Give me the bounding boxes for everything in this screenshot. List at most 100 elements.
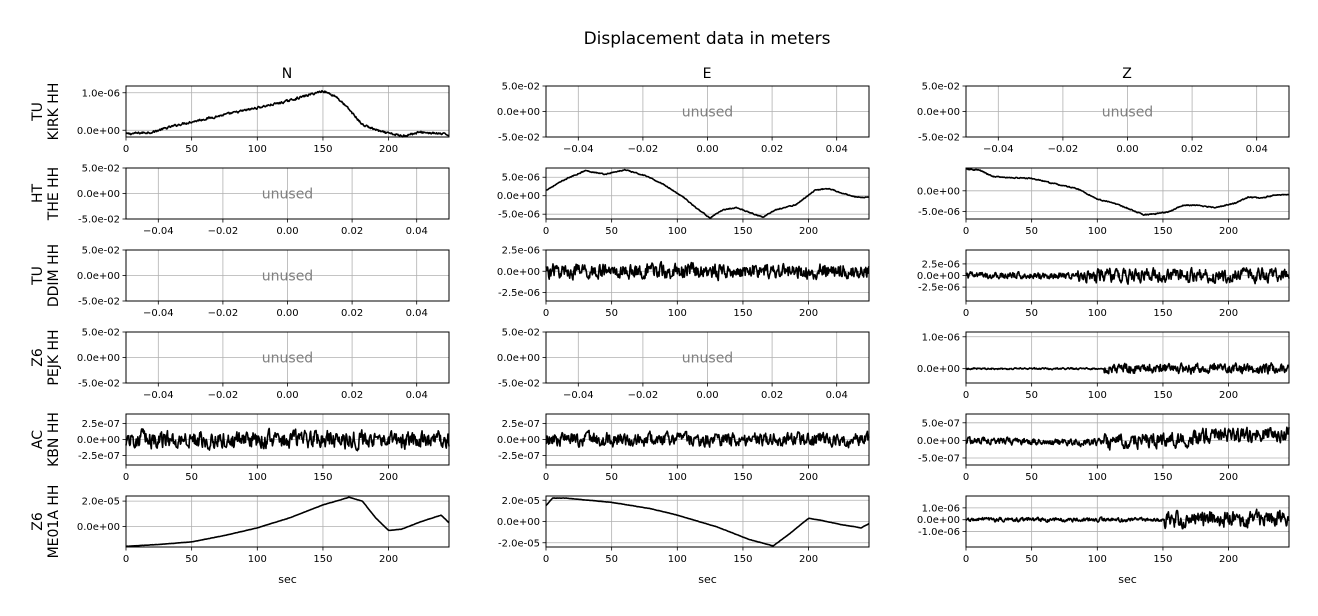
y-tick-label: 2.5e-06 [922, 259, 960, 270]
y-tick-label: -5.0e-02 [498, 379, 540, 390]
x-tick-label: 0 [963, 308, 969, 319]
x-tick-label: 150 [733, 472, 752, 483]
unused-label: unused [262, 187, 313, 203]
x-tick-label: 50 [605, 472, 618, 483]
x-tick-label: 200 [379, 554, 398, 565]
trace-line [545, 260, 870, 282]
row-label-network: AC [30, 430, 46, 449]
y-tick-label: 0.0e+00 [77, 271, 120, 282]
x-tick-label: −0.02 [628, 144, 659, 155]
y-tick-label: 2.5e-07 [82, 419, 120, 430]
x-tick-label: 150 [313, 144, 332, 155]
y-tick-label: 1.0e-06 [922, 503, 960, 514]
x-tick-label: 50 [185, 472, 198, 483]
x-tick-label: 0 [963, 226, 969, 237]
trace-line [125, 427, 450, 452]
panel-frame [965, 249, 1290, 302]
y-tick-label: -5.0e-02 [78, 379, 120, 390]
panel-pejk-e: −0.04 −0.02 0.00 0.02 0.04 5.0e-02 0.0e+00 -5.0… [497, 328, 870, 401]
panel-kbn-z: 0 50 100 150 200 -5.0e-07 0.0e+00 5.0e-07 [917, 413, 1290, 483]
y-tick-label: 5.0e-02 [502, 82, 540, 93]
trace-line [125, 89, 450, 138]
x-tick-label: 50 [1025, 390, 1038, 401]
x-tick-label: 150 [1153, 554, 1172, 565]
panel-the-e: 0 50 100 150 200 -5.0e-06 0.0e+00 5.0e-06 [497, 167, 870, 237]
row-label-network: Z6 [30, 512, 46, 531]
panel-frame [125, 413, 450, 466]
y-tick-label: 0.0e+00 [917, 436, 960, 447]
x-tick-label: 100 [1088, 390, 1107, 401]
panel-frame [125, 249, 450, 302]
x-tick-label: 0 [963, 554, 969, 565]
y-tick-label: 5.0e-02 [82, 246, 120, 257]
y-tick-label: 5.0e-02 [82, 328, 120, 339]
x-tick-label: 0.04 [406, 390, 428, 401]
y-tick-label: 0.0e+00 [917, 364, 960, 375]
x-tick-label: −0.04 [143, 308, 174, 319]
y-tick-label: 0.0e+00 [917, 186, 960, 197]
y-tick-label: 1.0e-06 [82, 88, 120, 99]
y-tick-label: 0.0e+00 [497, 191, 540, 202]
y-tick-label: -2.5e-07 [78, 451, 120, 462]
y-tick-label: 5.0e-07 [922, 418, 960, 429]
x-tick-label: 0.04 [406, 308, 428, 319]
y-tick-label: -5.0e-02 [498, 133, 540, 144]
x-tick-label: 100 [668, 554, 687, 565]
y-tick-label: 0.0e+00 [917, 271, 960, 282]
x-tick-label: 200 [799, 226, 818, 237]
x-tick-label: 0 [123, 554, 129, 565]
panel-frame [125, 167, 450, 220]
panel-frame [125, 331, 450, 384]
x-tick-label: 0 [963, 472, 969, 483]
y-tick-label: 0.0e+00 [497, 107, 540, 118]
y-tick-label: 0.0e+00 [77, 522, 120, 533]
x-tick-label: −0.04 [983, 144, 1014, 155]
trace-line [545, 168, 870, 219]
y-tick-label: 0.0e+00 [77, 189, 120, 200]
x-tick-label: 0 [543, 554, 549, 565]
y-tick-label: 2.0e-05 [82, 497, 120, 508]
x-tick-label: 0.04 [406, 226, 428, 237]
trace-line [545, 497, 870, 547]
x-tick-label: −0.02 [208, 390, 239, 401]
x-tick-label: 50 [185, 144, 198, 155]
x-tick-label: 50 [605, 308, 618, 319]
x-tick-label: 0.00 [696, 144, 718, 155]
panel-the-n: −0.04 −0.02 0.00 0.02 0.04 5.0e-02 0.0e+00 -5.0… [77, 164, 450, 237]
x-tick-label: 100 [248, 472, 267, 483]
panel-frame [545, 495, 870, 548]
x-tick-label: 150 [1153, 390, 1172, 401]
column-title-z: Z [1122, 66, 1132, 82]
x-tick-label: 200 [1219, 390, 1238, 401]
panel-kirk-e: −0.04 −0.02 0.00 0.02 0.04 5.0e-02 0.0e+00 -5.0… [497, 82, 870, 155]
trace-line [965, 167, 1290, 217]
panel-pejk-z: 0 50 100 150 200 0.0e+00 1.0e-06 [917, 331, 1290, 401]
panel-pejk-n: −0.04 −0.02 0.00 0.02 0.04 5.0e-02 0.0e+00 -5.0… [77, 328, 450, 401]
x-tick-label: 50 [1025, 472, 1038, 483]
panel-kirk-z: −0.04 −0.02 0.00 0.02 0.04 5.0e-02 0.0e+00 -5.0… [917, 82, 1290, 155]
y-tick-label: 2.5e-06 [502, 246, 540, 257]
x-tick-label: 50 [1025, 308, 1038, 319]
y-tick-label: -1.0e-06 [918, 527, 960, 538]
panel-ddim-z: 0 50 100 150 200 -2.5e-060.0e+002.5e-06 [917, 249, 1290, 319]
x-tick-label: 0 [123, 472, 129, 483]
x-tick-label: 0.00 [1116, 144, 1138, 155]
x-tick-label: 0.04 [826, 390, 848, 401]
y-tick-label: -2.0e-05 [498, 538, 540, 549]
trace-line [125, 496, 450, 548]
unused-label: unused [262, 269, 313, 285]
trace-line [965, 426, 1290, 451]
x-tick-label: 100 [1088, 472, 1107, 483]
unused-label: unused [682, 105, 733, 121]
x-tick-label: 200 [1219, 554, 1238, 565]
panel-frame [965, 85, 1290, 138]
y-tick-label: 0.0e+00 [917, 515, 960, 526]
panel-frame [545, 85, 870, 138]
x-axis-label: sec [278, 573, 297, 586]
y-tick-label: 5.0e-02 [922, 82, 960, 93]
panel-frame [125, 85, 450, 138]
row-label-station: DDIM HH [46, 244, 62, 307]
x-tick-label: 0.00 [276, 226, 298, 237]
row-label-network: Z6 [30, 348, 46, 367]
